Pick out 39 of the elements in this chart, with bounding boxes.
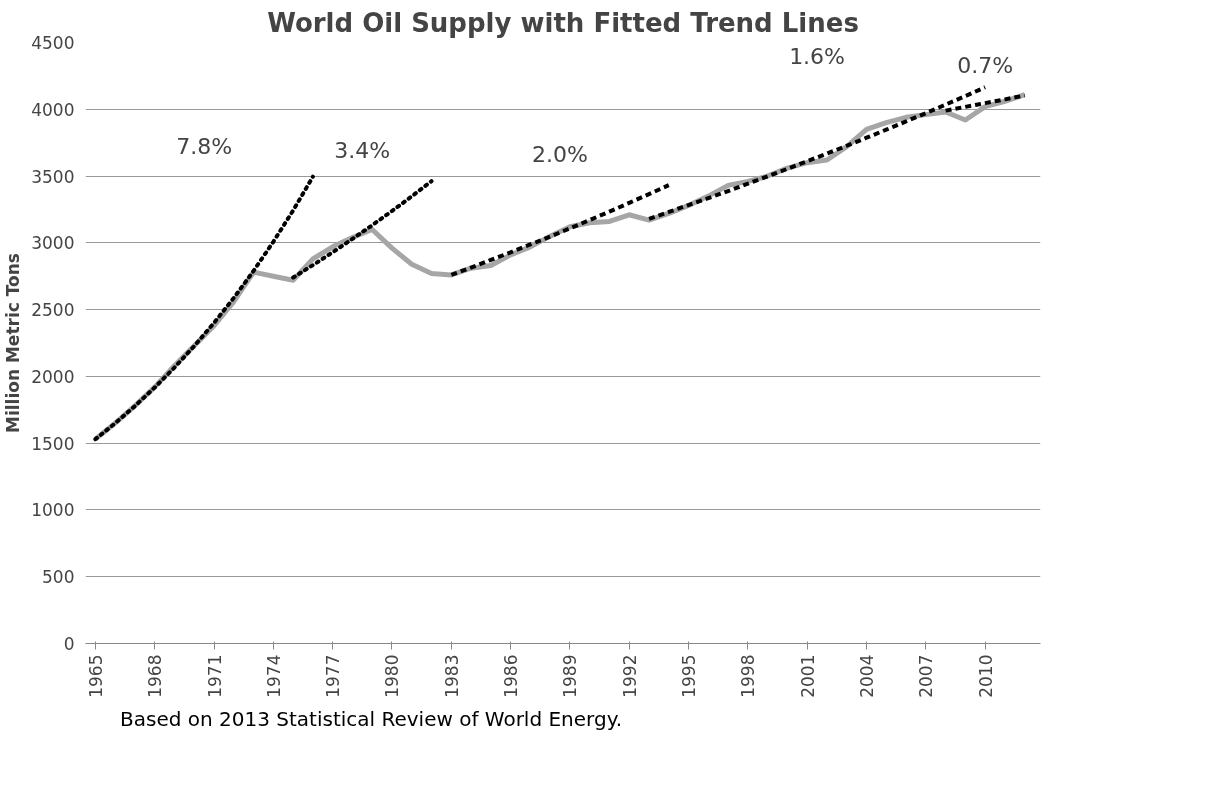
- x-tick-label: 1986: [501, 654, 522, 698]
- y-tick-label: 3500: [31, 166, 75, 187]
- y-tick-label: 3000: [31, 233, 75, 254]
- y-tick-label: 2000: [31, 366, 75, 387]
- y-tick-label: 2500: [31, 300, 75, 321]
- line-series: [291, 179, 434, 280]
- x-tick-label: 2007: [916, 654, 937, 698]
- x-tick-label: 2001: [797, 654, 818, 698]
- x-tick-label: 1995: [679, 654, 700, 698]
- x-tick-label: 1971: [204, 654, 225, 698]
- text: Based on 2013 Statistical Review of World Energy.: [120, 706, 623, 733]
- x-tick-label: 1968: [145, 654, 166, 698]
- y-tick-label: 1500: [31, 433, 75, 454]
- x-tick-label: 1989: [560, 654, 581, 698]
- x-tick-label: 1983: [441, 654, 462, 698]
- x-tick-label: 1977: [323, 654, 344, 698]
- y-tick-label: 0: [63, 634, 75, 654]
- y-axis-title: Million Metric Tons: [3, 253, 24, 433]
- x-tick-label: 2004: [857, 654, 877, 698]
- x-tick-label: 2010: [975, 654, 996, 698]
- annotation: 3.4%: [334, 138, 391, 164]
- line-series: [449, 183, 671, 277]
- line-series: [943, 93, 1027, 113]
- x-tick-label: 1965: [85, 654, 106, 698]
- chart-title: World Oil Supply with Fitted Trend Lines: [267, 7, 859, 38]
- line-series: [647, 85, 988, 221]
- x-tick-label: 1992: [619, 654, 640, 698]
- x-tick-label: 1998: [738, 654, 759, 698]
- x-tick-label: 1974: [263, 654, 284, 698]
- annotation: 1.6%: [789, 44, 846, 70]
- annotation: 2.0%: [532, 142, 588, 168]
- annotation: 0.7%: [957, 52, 1014, 78]
- y-tick-label: 1000: [31, 500, 75, 521]
- x-tick-label: 1980: [382, 654, 403, 698]
- y-tick-label: 500: [42, 567, 75, 588]
- y-tick-label: 4000: [31, 99, 75, 120]
- annotation: 7.8%: [176, 133, 233, 159]
- line-series: [93, 174, 315, 442]
- y-tick-label: 4500: [31, 33, 75, 53]
